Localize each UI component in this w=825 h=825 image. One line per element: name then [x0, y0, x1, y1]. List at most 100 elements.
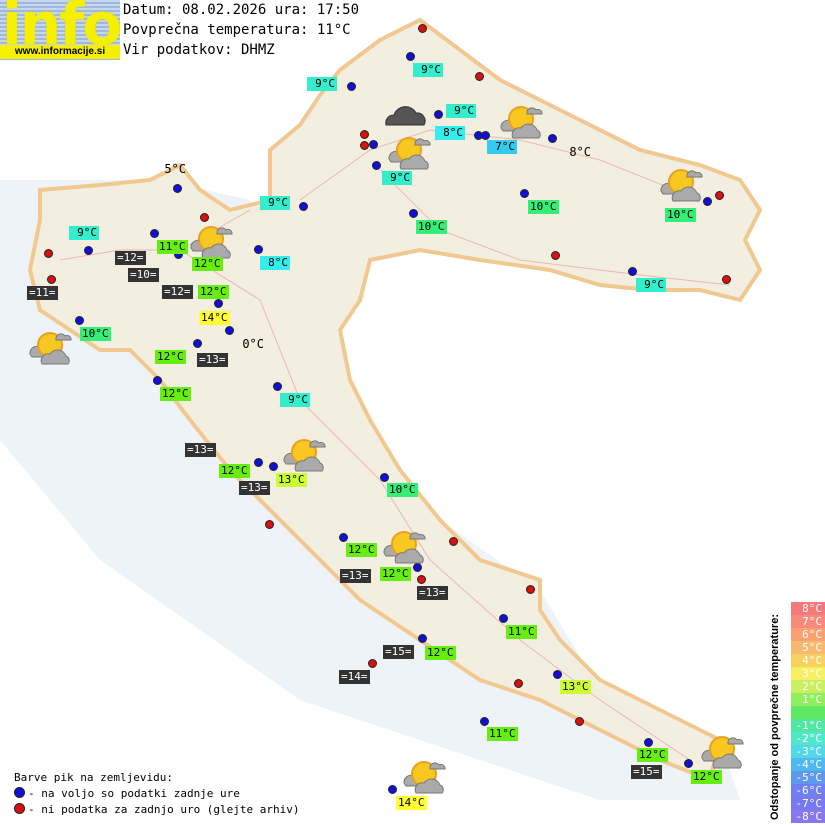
station-dot-red[interactable] [417, 575, 426, 584]
station-dot-blue[interactable] [372, 161, 381, 170]
scale-step: 6°C [791, 628, 825, 641]
station-dot-blue[interactable] [299, 202, 308, 211]
station-dot-blue[interactable] [150, 229, 159, 238]
scale-step [791, 706, 825, 719]
temperature-label: =13= [340, 569, 371, 583]
station-dot-red[interactable] [200, 213, 209, 222]
station-dot-blue[interactable] [153, 376, 162, 385]
temperature-label: =15= [631, 765, 662, 779]
station-dot-blue[interactable] [173, 184, 182, 193]
informacije-logo[interactable]: info www.informacije.si [0, 0, 122, 60]
partly-cloudy-icon [400, 757, 450, 797]
station-dot-blue[interactable] [214, 299, 223, 308]
station-dot-blue[interactable] [84, 246, 93, 255]
temperature-label: 9°C [307, 77, 337, 91]
station-dot-red[interactable] [360, 130, 369, 139]
station-dot-blue[interactable] [193, 339, 202, 348]
station-dot-blue[interactable] [499, 614, 508, 623]
station-dot-blue[interactable] [75, 316, 84, 325]
station-dot-red[interactable] [418, 24, 427, 33]
station-dot-blue[interactable] [273, 382, 282, 391]
station-dot-blue[interactable] [339, 533, 348, 542]
legend-item-red: - ni podatka za zadnjo uro (glejte arhiv… [14, 802, 300, 818]
temperature-label: 12°C [425, 646, 456, 660]
temperature-label: 12°C [155, 350, 186, 364]
station-dot-red[interactable] [44, 249, 53, 258]
station-dot-blue[interactable] [254, 245, 263, 254]
deviation-scale: 8°C 7°C 6°C 5°C 4°C 3°C 2°C 1°C -1°C -2°C -3°C -4°C… [791, 602, 825, 823]
station-dot-blue[interactable] [269, 462, 278, 471]
temperature-label: 11°C [487, 727, 518, 741]
scale-step: 5°C [791, 641, 825, 654]
temperature-label: 12°C [637, 748, 668, 762]
scale-step: -6°C [791, 784, 825, 797]
station-dot-blue[interactable] [406, 52, 415, 61]
scale-step: -7°C [791, 797, 825, 810]
station-dot-blue[interactable] [369, 140, 378, 149]
station-dot-blue[interactable] [553, 670, 562, 679]
temperature-label: 9°C [69, 226, 99, 240]
station-dot-red[interactable] [475, 72, 484, 81]
partly-cloudy-icon [657, 165, 707, 205]
temperature-label: 10°C [80, 327, 111, 341]
station-dot-red[interactable] [526, 585, 535, 594]
temperature-label: 11°C [157, 240, 188, 254]
temperature-label: =15= [383, 645, 414, 659]
partly-cloudy-icon [380, 527, 430, 567]
legend-blue-text: - na voljo so podatki zadnje ure [28, 787, 240, 800]
station-dot-red[interactable] [360, 141, 369, 150]
station-dot-blue[interactable] [684, 759, 693, 768]
station-dot-blue[interactable] [703, 197, 712, 206]
scale-step: 8°C [791, 602, 825, 615]
date-time: Datum: 08.02.2026 ura: 17:50 [123, 2, 360, 18]
temperature-label: =14= [339, 670, 370, 684]
station-dot-blue[interactable] [480, 717, 489, 726]
station-dot-blue[interactable] [418, 634, 427, 643]
temperature-label: 9°C [260, 196, 290, 210]
station-dot-red[interactable] [449, 537, 458, 546]
legend: Barve pik na zemljevidu: - na voljo so p… [14, 770, 300, 818]
blue-dot-icon [14, 787, 25, 798]
temperature-label: =13= [239, 481, 270, 495]
station-dot-blue[interactable] [254, 458, 263, 467]
average-temperature: Povprečna temperatura: 11°C [123, 22, 351, 38]
station-dot-blue[interactable] [520, 189, 529, 198]
temperature-label: 0°C [242, 337, 264, 351]
temperature-label: =12= [115, 251, 146, 265]
station-dot-blue[interactable] [548, 134, 557, 143]
station-dot-red[interactable] [265, 520, 274, 529]
temperature-label: 13°C [560, 680, 591, 694]
station-dot-red[interactable] [514, 679, 523, 688]
station-dot-red[interactable] [575, 717, 584, 726]
scale-step: -5°C [791, 771, 825, 784]
station-dot-blue[interactable] [347, 82, 356, 91]
station-dot-red[interactable] [551, 251, 560, 260]
partly-cloudy-icon [280, 435, 330, 475]
temperature-label: =13= [417, 586, 448, 600]
temperature-label: 9°C [446, 104, 476, 118]
temperature-label: 9°C [413, 63, 443, 77]
station-dot-red[interactable] [715, 191, 724, 200]
station-dot-red[interactable] [722, 275, 731, 284]
temperature-label: =13= [197, 353, 228, 367]
station-dot-blue[interactable] [644, 738, 653, 747]
temperature-label: =13= [185, 443, 216, 457]
partly-cloudy-icon [26, 328, 76, 368]
station-dot-blue[interactable] [481, 131, 490, 140]
station-dot-blue[interactable] [409, 209, 418, 218]
station-dot-blue[interactable] [434, 110, 443, 119]
temperature-label: 10°C [665, 208, 696, 222]
station-dot-blue[interactable] [388, 785, 397, 794]
station-dot-red[interactable] [47, 275, 56, 284]
station-dot-blue[interactable] [225, 326, 234, 335]
scale-step: 2°C [791, 680, 825, 693]
station-dot-red[interactable] [368, 659, 377, 668]
temperature-label: 12°C [160, 387, 191, 401]
station-dot-blue[interactable] [628, 267, 637, 276]
station-dot-blue[interactable] [380, 473, 389, 482]
scale-step: -1°C [791, 719, 825, 732]
partly-cloudy-icon [385, 133, 435, 173]
logo-url-link[interactable]: www.informacije.si [0, 45, 120, 59]
temperature-label: 8°C [569, 145, 591, 159]
scale-step: 7°C [791, 615, 825, 628]
